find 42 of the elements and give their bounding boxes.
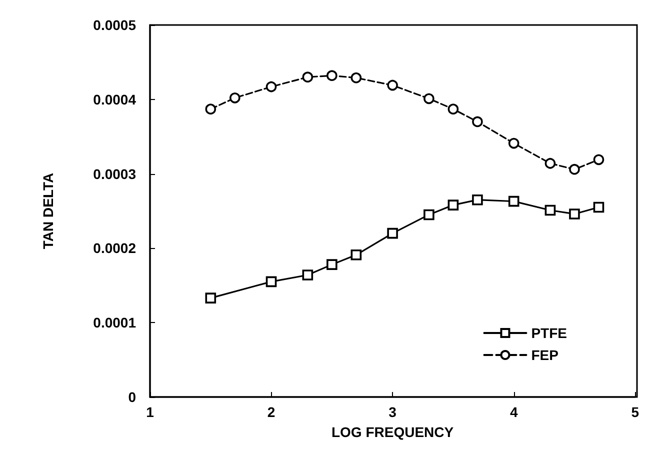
point bbox=[350, 72, 362, 84]
y-tick-label: 0.0001 bbox=[93, 314, 136, 331]
point bbox=[593, 202, 604, 213]
point bbox=[508, 196, 520, 207]
point bbox=[230, 92, 240, 104]
point bbox=[448, 200, 459, 210]
y-axis-title: TAN DELTA bbox=[40, 172, 56, 250]
point bbox=[593, 154, 604, 166]
point bbox=[205, 292, 216, 304]
point bbox=[569, 164, 580, 175]
x-tick-label: 2 bbox=[267, 404, 276, 420]
point bbox=[266, 276, 277, 288]
point bbox=[205, 104, 216, 114]
point bbox=[472, 194, 483, 206]
point bbox=[448, 104, 459, 114]
point bbox=[302, 270, 314, 280]
x-tick-label: 1 bbox=[146, 404, 154, 420]
x-tick-label: 3 bbox=[388, 404, 397, 420]
point bbox=[326, 259, 338, 270]
y-tick-label: 0.0005 bbox=[93, 17, 136, 33]
point bbox=[350, 249, 362, 260]
point bbox=[387, 80, 398, 91]
point bbox=[424, 209, 434, 220]
x-axis-title: LOG FREQUENCY bbox=[331, 424, 454, 440]
point bbox=[569, 208, 580, 220]
point bbox=[387, 228, 398, 239]
point bbox=[508, 138, 520, 149]
x-tick-label: 4 bbox=[510, 404, 518, 420]
legend-label: PTFE bbox=[531, 325, 567, 341]
point bbox=[266, 81, 277, 92]
point bbox=[302, 72, 314, 82]
point bbox=[424, 93, 434, 104]
point bbox=[326, 70, 338, 81]
point bbox=[472, 116, 483, 128]
point bbox=[544, 158, 556, 169]
y-tick-label: 0.0003 bbox=[93, 166, 136, 182]
x-tick-label: 5 bbox=[631, 404, 640, 420]
y-tick-label: 0.0004 bbox=[93, 91, 136, 108]
point bbox=[544, 204, 556, 216]
y-tick-label: 0.0002 bbox=[93, 240, 136, 256]
legend-label: FEP bbox=[531, 347, 558, 363]
y-tick-label: 0 bbox=[128, 389, 136, 405]
